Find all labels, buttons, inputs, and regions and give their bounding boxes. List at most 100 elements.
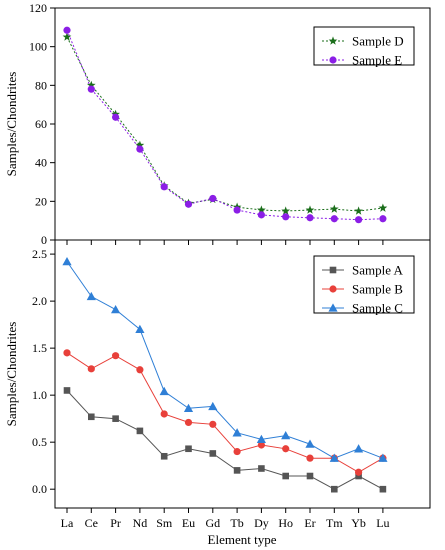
legend-label-0-0: Sample D [352,34,404,49]
point-0-1-5 [184,200,193,208]
x-tick-label-1-8: Dy [254,516,269,530]
x-tick-label-1-0: La [61,516,74,530]
x-tick-label-1-13: Lu [376,516,389,530]
y-tick-label-0-5: 100 [29,40,47,54]
y-tick-label-1-3: 1.5 [32,341,47,355]
y-tick-label-0-0: 0 [41,233,47,247]
point-1-0-11 [331,485,338,493]
point-1-0-12 [355,472,362,480]
point-1-1-12 [355,468,363,476]
point-0-1-0 [63,26,71,34]
point-1-2-3 [135,324,145,334]
point-1-2-7 [232,428,242,437]
y-tick-label-1-2: 1.0 [32,388,47,402]
point-0-1-10 [306,214,314,222]
point-0-1-13 [379,215,387,223]
point-1-0-3 [136,427,144,435]
point-1-2-5 [183,403,194,413]
point-1-1-7 [233,447,241,456]
point-0-1-6 [209,194,217,203]
point-1-0-9 [282,472,289,480]
point-0-0-11 [329,204,339,213]
bottom-chart: 0.0 0.5 1.0 1.5 2.0 2.5 La Ce Pr Nd Sm Eu Gd Tb Dy Ho Er… [32,247,415,530]
bottom-y-axis-title: Samples/Chondrites [4,322,19,427]
legend-marker-0-0 [328,36,338,45]
point-0-0-12 [354,206,363,215]
point-1-0-6 [209,450,217,457]
legend-marker-1-2 [328,303,338,312]
point-1-2-11 [329,453,339,462]
point-0-1-4 [160,183,168,191]
point-1-1-4 [160,410,168,418]
legend-box-1 [313,255,415,314]
legend-label-1-2: Sample C [352,301,403,316]
point-0-0-3 [135,140,145,149]
point-0-1-1 [87,85,95,93]
y-tick-label-1-1: 0.5 [32,435,47,449]
y-tick-label-1-5: 2.5 [32,247,47,261]
point-1-2-9 [281,430,291,440]
point-0-0-1 [86,80,96,90]
point-1-0-5 [185,445,192,453]
y-tick-label-0-1: 20 [35,194,47,208]
point-1-2-0 [62,257,72,266]
point-0-1-2 [112,113,120,121]
y-tick-label-0-4: 80 [35,78,47,92]
point-1-1-1 [87,365,95,373]
point-1-0-2 [112,415,119,422]
point-0-0-9 [281,206,291,215]
series-line-1-1 [66,352,384,473]
x-tick-label-1-11: Tm [326,516,343,530]
point-1-2-12 [354,444,364,453]
point-1-0-0 [63,387,71,394]
point-1-1-0 [63,349,71,357]
point-1-0-4 [160,452,168,460]
top-chart: 0 20 40 60 80 100 120 Sample D Sample E [29,1,415,247]
point-1-0-8 [258,465,265,472]
x-tick-label-1-9: Ho [278,516,293,530]
x-tick-label-1-5: Eu [182,516,195,530]
x-tick-label-1-10: Er [304,516,315,530]
point-1-1-5 [184,418,193,427]
point-0-0-8 [257,205,266,214]
x-tick-label-1-1: Ce [85,516,98,530]
x-tick-label-1-3: Nd [133,516,148,530]
point-0-1-9 [282,213,290,221]
point-1-1-9 [282,445,290,453]
x-tick-label-1-6: Gd [205,516,220,530]
point-1-1-2 [112,352,120,360]
legend-label-1-1: Sample B [352,282,403,297]
point-0-0-13 [378,203,388,212]
legend-marker-1-0 [329,266,337,274]
x-tick-label-1-7: Tb [230,516,243,530]
x-axis-title: Element type [208,532,277,547]
point-0-0-10 [305,205,315,214]
series-line-0-1 [66,30,383,221]
point-1-2-2 [111,304,121,314]
point-1-1-10 [306,454,314,462]
series-line-1-0 [66,390,384,490]
legend-marker-1-1 [329,285,337,293]
x-tick-label-1-2: Pr [110,516,121,530]
point-0-1-7 [233,206,241,214]
point-1-2-10 [305,439,315,448]
point-0-1-3 [136,145,144,153]
point-1-2-6 [208,401,218,411]
y-tick-label-1-0: 0.0 [32,482,47,496]
point-1-0-1 [88,413,95,421]
point-0-1-12 [355,216,363,224]
point-1-0-7 [233,467,241,474]
point-1-2-1 [86,291,96,301]
y-tick-label-0-2: 40 [35,156,47,170]
top-y-axis-title: Samples/Chondrites [4,72,19,177]
point-1-1-6 [209,420,217,428]
x-tick-label-1-12: Yb [351,516,366,530]
point-1-0-10 [306,472,314,480]
legend-marker-0-1 [329,56,337,64]
y-tick-label-1-4: 2.0 [32,294,47,308]
point-0-1-8 [257,211,265,219]
point-1-1-3 [136,366,144,374]
series-line-0-0 [66,36,383,212]
legend-label-1-0: Sample A [352,263,404,278]
